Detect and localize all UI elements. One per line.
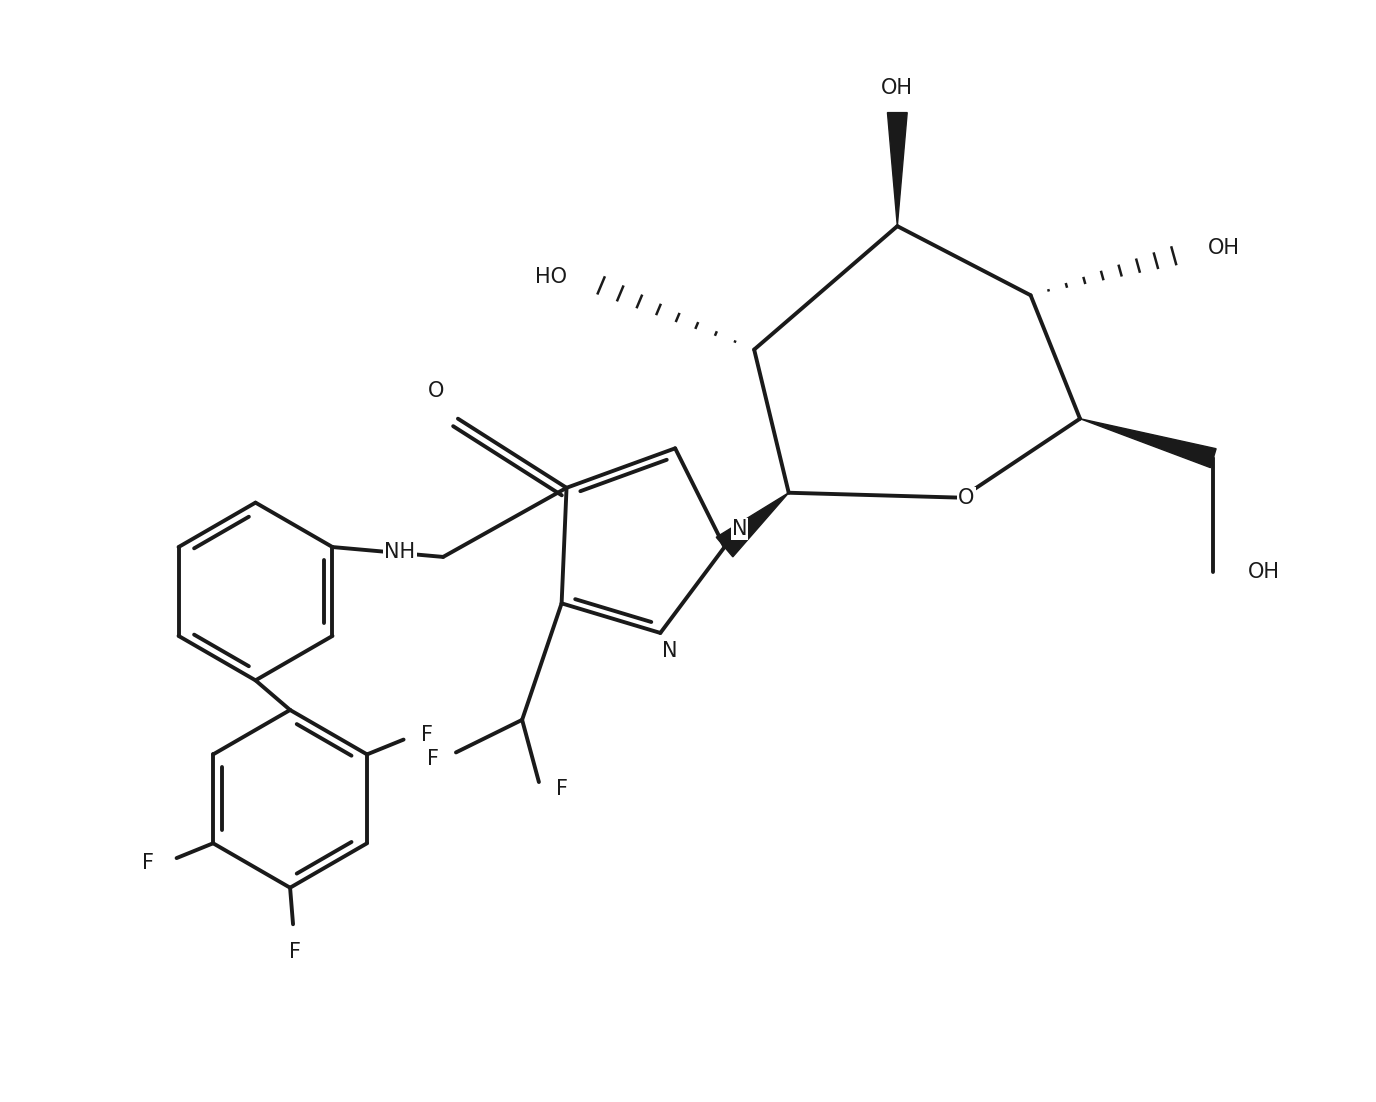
Text: F: F	[428, 749, 439, 769]
Text: N: N	[662, 640, 678, 661]
Text: NH: NH	[384, 542, 416, 562]
Polygon shape	[1080, 419, 1216, 467]
Polygon shape	[888, 112, 907, 226]
Text: OH: OH	[1248, 562, 1280, 582]
Text: HO: HO	[534, 268, 567, 288]
Text: OH: OH	[882, 78, 914, 98]
Text: O: O	[428, 381, 444, 401]
Text: F: F	[289, 942, 301, 962]
Text: F: F	[556, 779, 568, 799]
Text: O: O	[958, 488, 974, 508]
Text: N: N	[732, 519, 747, 539]
Text: OH: OH	[1208, 238, 1240, 258]
Text: F: F	[142, 853, 154, 873]
Polygon shape	[717, 493, 788, 557]
Text: F: F	[421, 725, 433, 745]
